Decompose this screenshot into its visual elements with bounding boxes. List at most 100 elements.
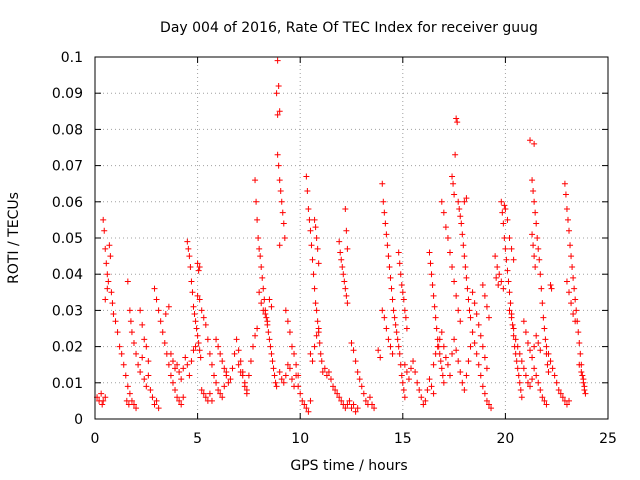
data-point — [145, 372, 152, 379]
data-point — [219, 394, 226, 401]
data-point — [102, 394, 109, 401]
data-point — [219, 358, 226, 365]
data-point — [311, 216, 318, 223]
data-point — [516, 350, 523, 357]
data-point — [274, 151, 281, 158]
data-point — [383, 325, 390, 332]
data-point — [577, 350, 584, 357]
data-point — [344, 300, 351, 307]
data-point — [458, 220, 465, 227]
data-point — [102, 296, 109, 303]
data-point — [398, 282, 405, 289]
data-point — [139, 321, 146, 328]
data-point — [397, 271, 404, 278]
data-point — [428, 383, 435, 390]
data-point — [305, 206, 312, 213]
data-point — [475, 361, 482, 368]
data-point — [463, 195, 470, 202]
data-point — [479, 282, 486, 289]
data-point — [151, 285, 158, 292]
data-point — [520, 318, 527, 325]
data-point — [502, 206, 509, 213]
data-point — [135, 361, 142, 368]
data-point — [118, 350, 125, 357]
data-point — [451, 336, 458, 343]
data-point — [340, 271, 347, 278]
data-point — [330, 383, 337, 390]
data-point — [116, 343, 123, 350]
data-point — [217, 350, 224, 357]
data-point — [266, 336, 273, 343]
data-point — [133, 405, 140, 412]
data-point — [319, 368, 326, 375]
data-point — [112, 318, 119, 325]
data-point — [101, 227, 108, 234]
data-point — [539, 300, 546, 307]
data-point — [424, 387, 431, 394]
data-point — [451, 278, 458, 285]
data-point — [541, 397, 548, 404]
data-point — [532, 263, 539, 270]
data-point — [276, 368, 283, 375]
data-point — [208, 361, 215, 368]
data-point — [501, 202, 508, 209]
data-point — [337, 249, 344, 256]
data-point — [537, 387, 544, 394]
data-point — [202, 321, 209, 328]
data-point — [304, 187, 311, 194]
data-point — [575, 329, 582, 336]
data-point — [545, 350, 552, 357]
data-point — [108, 289, 115, 296]
data-point — [520, 365, 527, 372]
data-point — [531, 365, 538, 372]
data-point — [432, 314, 439, 321]
data-point — [493, 274, 500, 281]
data-point — [508, 245, 515, 252]
data-point — [190, 347, 197, 354]
data-point — [342, 405, 349, 412]
data-point — [338, 256, 345, 263]
data-point — [191, 311, 198, 318]
data-point — [401, 361, 408, 368]
data-point — [440, 379, 447, 386]
data-point — [153, 296, 160, 303]
data-point — [464, 285, 471, 292]
data-point — [395, 343, 402, 350]
data-point — [293, 361, 300, 368]
data-point — [109, 300, 116, 307]
data-point — [256, 245, 263, 252]
data-point — [260, 307, 267, 314]
data-point — [341, 278, 348, 285]
data-point — [510, 332, 517, 339]
data-point — [182, 354, 189, 361]
data-point — [299, 397, 306, 404]
data-point — [499, 209, 506, 216]
data-point — [561, 180, 568, 187]
data-point — [578, 368, 585, 375]
data-point — [143, 343, 150, 350]
data-point — [460, 242, 467, 249]
data-point — [99, 401, 106, 408]
data-point — [366, 394, 373, 401]
data-point — [524, 379, 531, 386]
data-point — [563, 206, 570, 213]
data-point — [315, 325, 322, 332]
data-point — [463, 372, 470, 379]
y-tick-label: 0.03 — [52, 303, 83, 319]
data-point — [339, 263, 346, 270]
data-point — [307, 227, 314, 234]
data-point — [103, 260, 110, 267]
data-point — [211, 372, 218, 379]
data-point — [442, 354, 449, 361]
data-point — [393, 329, 400, 336]
data-point — [315, 260, 322, 267]
data-point — [124, 278, 131, 285]
data-point — [215, 343, 222, 350]
data-point — [396, 350, 403, 357]
data-point — [208, 397, 215, 404]
data-point — [247, 358, 254, 365]
data-point — [165, 303, 172, 310]
data-point — [184, 238, 191, 245]
data-point — [522, 329, 529, 336]
